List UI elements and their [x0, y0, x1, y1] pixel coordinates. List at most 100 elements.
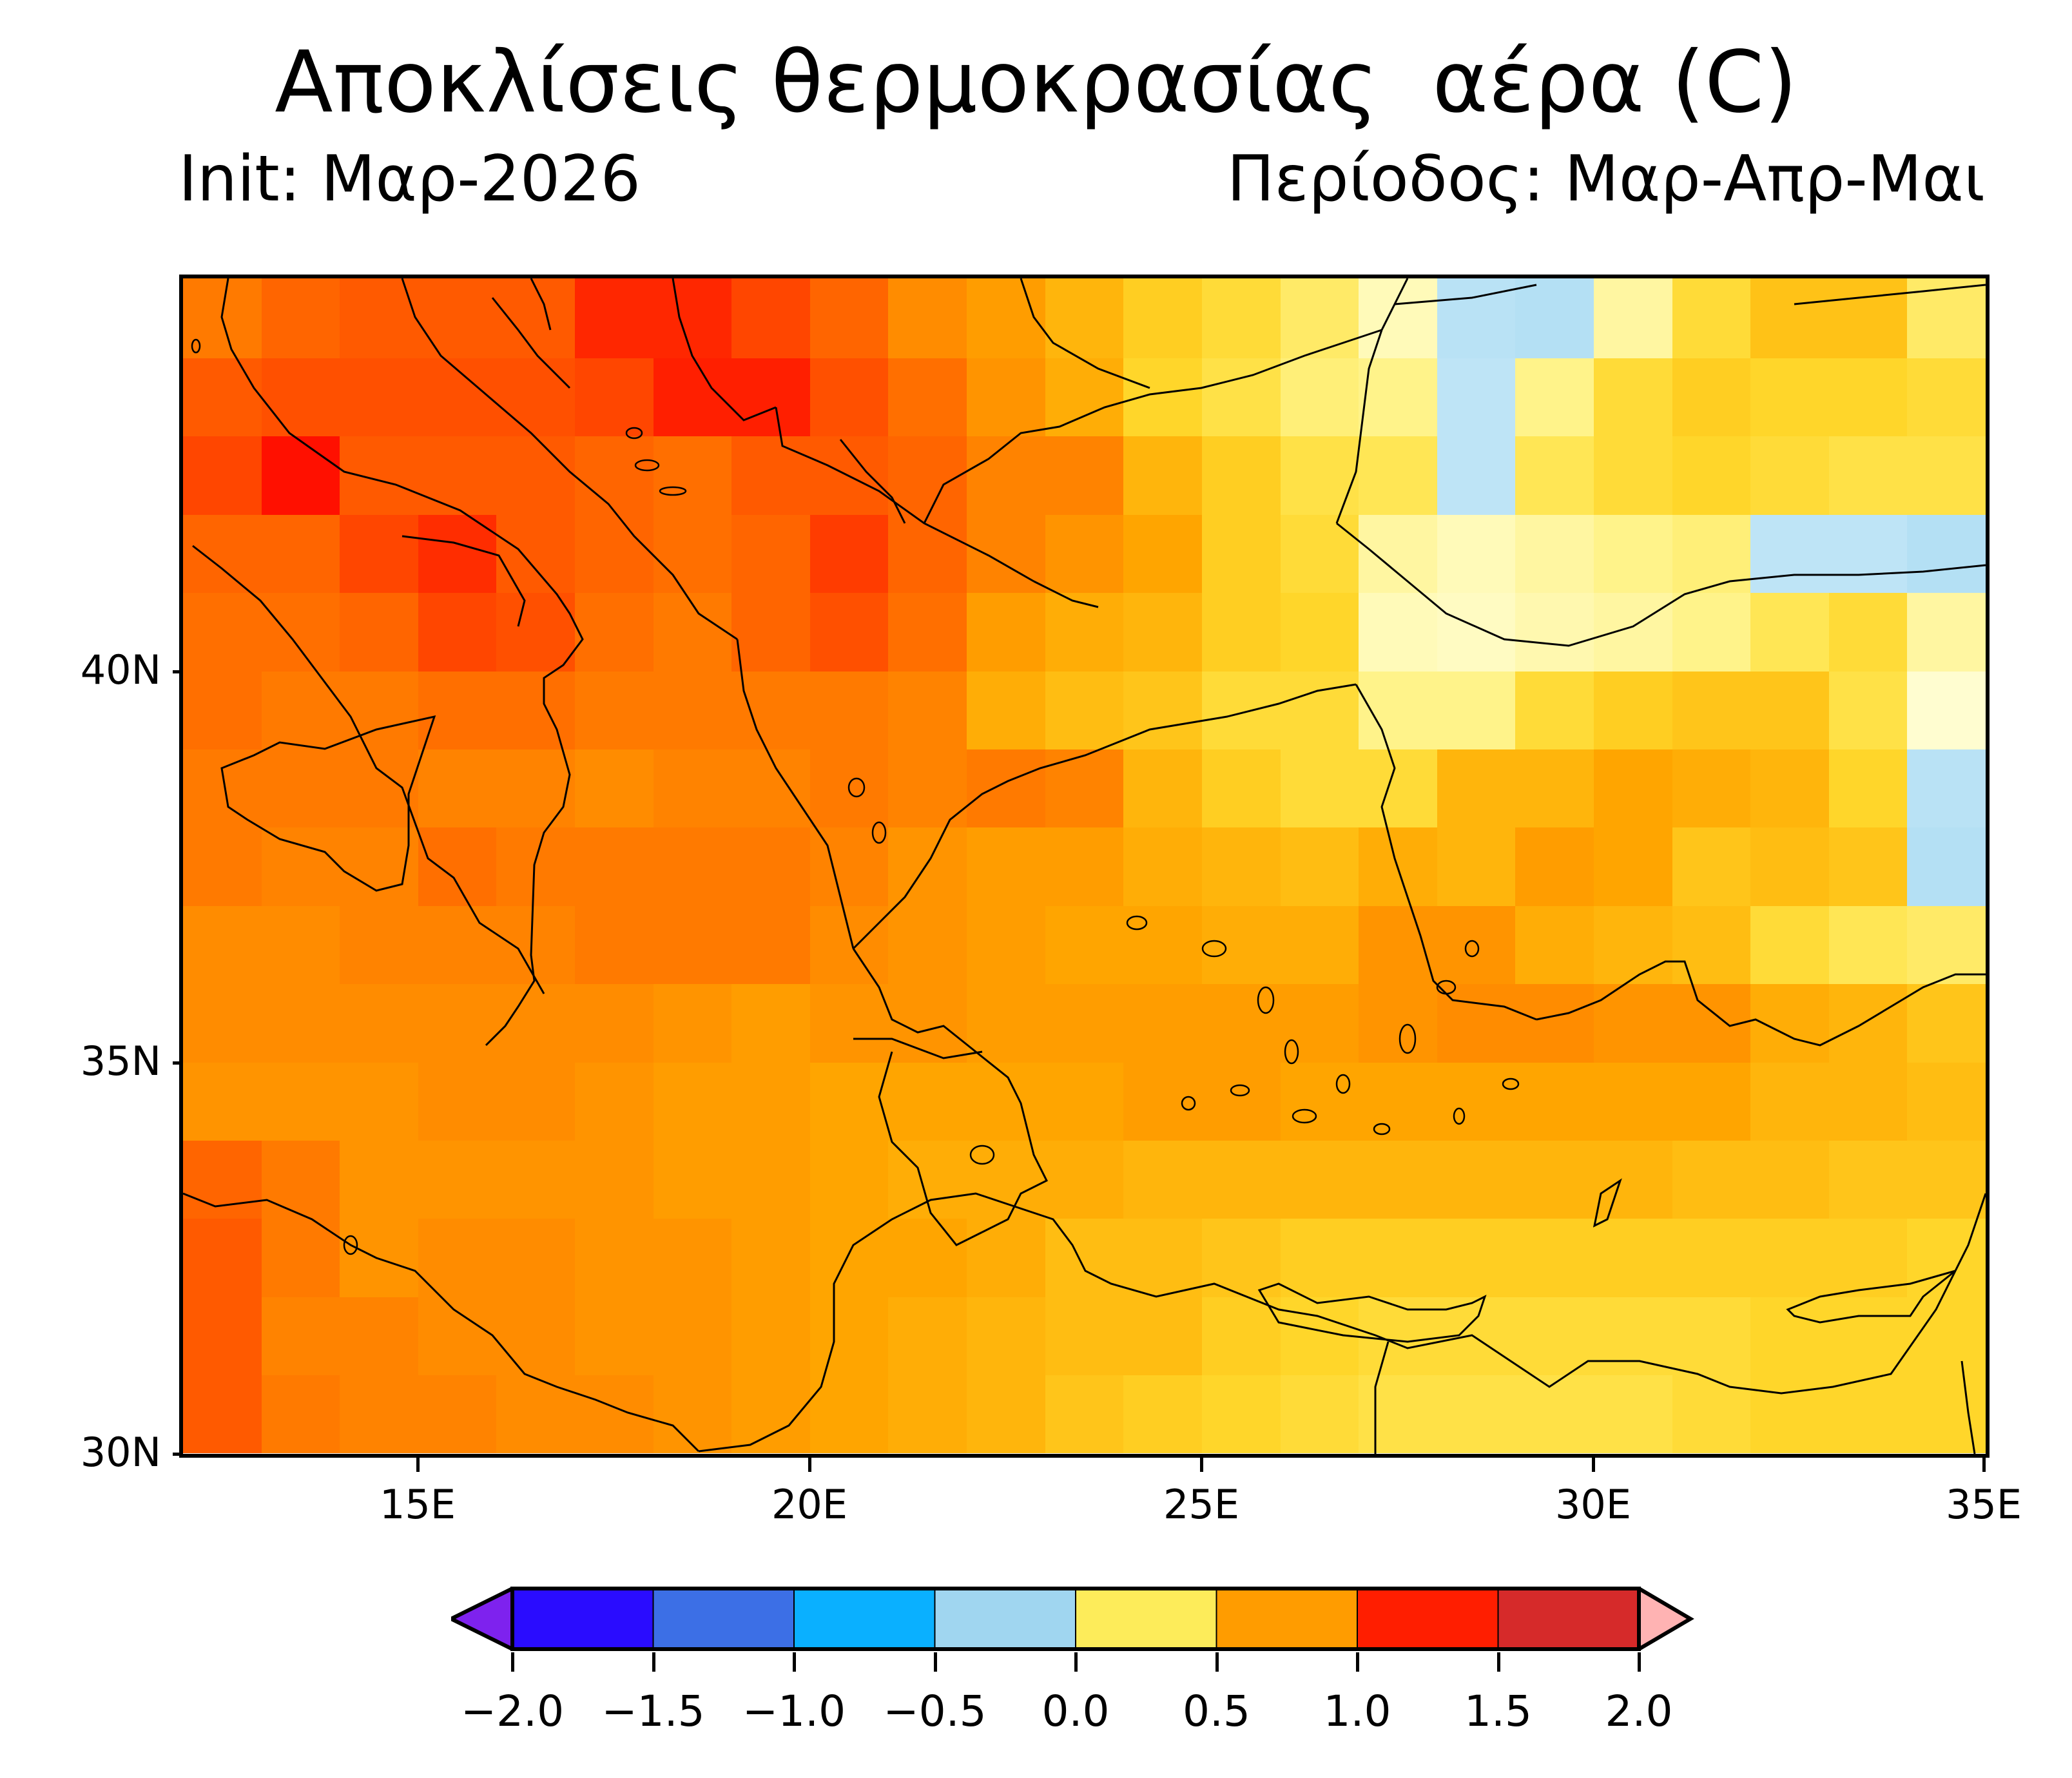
- grid-cell: [1280, 358, 1359, 437]
- grid-cell: [1359, 827, 1437, 906]
- y-tick-40n: [173, 670, 183, 673]
- grid-cell: [653, 671, 732, 749]
- grid-cell: [1907, 1219, 1986, 1297]
- grid-cell: [1201, 1062, 1281, 1141]
- grid-cell: [1437, 749, 1516, 828]
- grid-cell: [1201, 514, 1281, 594]
- grid-cell: [653, 436, 732, 515]
- grid-cell: [1828, 827, 1908, 906]
- x-tick-label-30e: 30E: [1554, 1481, 1632, 1528]
- grid-cell: [967, 1219, 1045, 1297]
- grid-cell: [1280, 278, 1359, 358]
- y-tick-label-40n: 40N: [80, 646, 161, 693]
- grid-cell: [1515, 1375, 1594, 1454]
- grid-cell: [1907, 827, 1986, 906]
- colorbar-tick-label: −0.5: [883, 1686, 987, 1736]
- x-tick-20e: [808, 1458, 811, 1472]
- grid-cell: [1280, 593, 1359, 672]
- grid-cell: [1750, 436, 1829, 515]
- grid-cell: [1672, 593, 1751, 672]
- colorbar-tick-label: 2.0: [1605, 1686, 1673, 1736]
- grid-cell: [1593, 749, 1672, 828]
- grid-cell: [888, 1375, 967, 1454]
- grid-cell: [1515, 671, 1594, 749]
- grid-cell: [1672, 1375, 1751, 1454]
- grid-cell: [1672, 278, 1751, 358]
- grid-cell: [1515, 1297, 1594, 1376]
- grid-cell: [1672, 905, 1751, 985]
- grid-cell: [731, 749, 810, 828]
- grid-cell: [1359, 1297, 1437, 1376]
- grid-cell: [1437, 1297, 1516, 1376]
- grid-cell: [340, 278, 418, 358]
- grid-cell: [1828, 1297, 1908, 1376]
- grid-cell: [1201, 1140, 1281, 1219]
- grid-cell: [575, 984, 654, 1063]
- colorbar-tick-label: 1.0: [1323, 1686, 1391, 1736]
- grid-cell: [183, 358, 262, 437]
- grid-cell: [1828, 984, 1908, 1063]
- grid-cell: [183, 1297, 262, 1376]
- grid-cell: [1045, 514, 1124, 594]
- grid-cell: [1828, 358, 1908, 437]
- grid-cell: [1280, 749, 1359, 828]
- grid-cell: [967, 1375, 1045, 1454]
- colorbar-tick-label: 1.5: [1464, 1686, 1532, 1736]
- grid-cell: [1280, 905, 1359, 985]
- grid-cell: [1515, 593, 1594, 672]
- grid-cell: [1515, 1219, 1594, 1297]
- grid-cell: [183, 671, 262, 749]
- grid-cell: [1201, 358, 1281, 437]
- grid-cell: [1750, 1219, 1829, 1297]
- grid-cell: [496, 1140, 576, 1219]
- grid-cell: [1045, 671, 1124, 749]
- grid-cell: [1123, 1375, 1202, 1454]
- grid-cell: [183, 827, 262, 906]
- grid-cell: [888, 749, 967, 828]
- grid-cell: [1593, 1375, 1672, 1454]
- y-tick-30n: [173, 1453, 183, 1456]
- grid-cell: [1045, 1297, 1124, 1376]
- grid-cell: [575, 1297, 654, 1376]
- grid-cell: [418, 1062, 497, 1141]
- grid-cell: [1045, 1375, 1124, 1454]
- grid-cell: [1828, 1219, 1908, 1297]
- grid-cell: [418, 278, 497, 358]
- grid-cell: [653, 1062, 732, 1141]
- map-plot-area: [179, 275, 1990, 1458]
- grid-cell: [1828, 1062, 1908, 1141]
- grid-cell: [1123, 278, 1202, 358]
- grid-cell: [1828, 436, 1908, 515]
- grid-cell: [1201, 593, 1281, 672]
- grid-cell: [809, 905, 889, 985]
- grid-cell: [1907, 671, 1986, 749]
- grid-cell: [1672, 827, 1751, 906]
- grid-cell: [575, 905, 654, 985]
- grid-cell: [1123, 671, 1202, 749]
- colorbar-segment: [1075, 1588, 1217, 1650]
- grid-cell: [731, 905, 810, 985]
- x-tick-30e: [1592, 1458, 1595, 1472]
- grid-cell: [1123, 1297, 1202, 1376]
- grid-cell: [1359, 1140, 1437, 1219]
- grid-cell: [418, 905, 497, 985]
- colorbar-tick-label: −1.0: [742, 1686, 846, 1736]
- grid-cell: [967, 984, 1045, 1063]
- grid-cell: [261, 1140, 340, 1219]
- colorbar-segment: [1215, 1588, 1358, 1650]
- grid-cell: [1045, 1062, 1124, 1141]
- grid-cell: [967, 278, 1045, 358]
- grid-cell: [1750, 1062, 1829, 1141]
- grid-cell: [1593, 593, 1672, 672]
- colorbar-segment: [1497, 1588, 1640, 1650]
- grid-cell: [575, 1219, 654, 1297]
- grid-cell: [653, 984, 732, 1063]
- colorbar-segment: [934, 1588, 1076, 1650]
- colorbar-tick-label: −2.0: [460, 1686, 565, 1736]
- grid-cell: [1359, 1062, 1437, 1141]
- grid-cell: [340, 671, 418, 749]
- grid-cell: [967, 1062, 1045, 1141]
- colorbar-tick-label: 0.5: [1183, 1686, 1250, 1736]
- grid-cell: [340, 905, 418, 985]
- grid-cell: [1045, 827, 1124, 906]
